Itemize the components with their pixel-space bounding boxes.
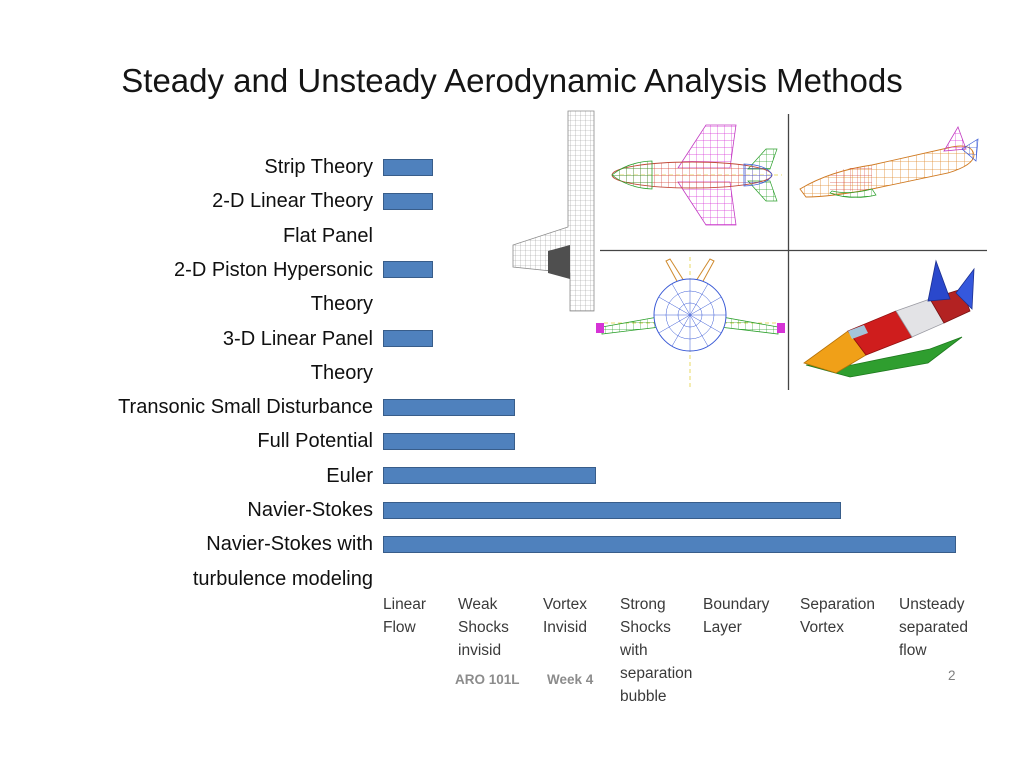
- method-label-line: Theory: [310, 361, 373, 384]
- x-axis-category: Boundary Layer: [703, 596, 770, 636]
- method-bar: [383, 192, 433, 210]
- aircraft-3d-view-image: [803, 259, 975, 378]
- aircraft-top-view-image: [611, 124, 782, 226]
- method-bar: [383, 535, 956, 553]
- method-label-line: Navier-Stokes: [247, 499, 373, 521]
- x-axis-category: Weak Shocks invisid: [458, 596, 509, 659]
- x-axis-category: Strong Shocks with separation bubble: [620, 596, 693, 705]
- x-axis: Linear Flow Weak Shocks invisid Vortex Inv…: [0, 593, 1024, 713]
- method-bar: [383, 432, 515, 450]
- slide-title: Steady and Unsteady Aerodynamic Analysis…: [121, 62, 903, 99]
- method-bar: [383, 501, 841, 519]
- method-label-line: 2-D Linear Theory: [212, 190, 373, 213]
- x-axis-category: Linear Flow: [383, 596, 427, 636]
- method-label-line: 3-D Linear Panel: [222, 327, 373, 350]
- aircraft-front-view-image: [596, 257, 785, 387]
- method-bar: [383, 261, 433, 279]
- x-axis-category: Separation Vortex: [800, 596, 875, 636]
- aircraft-mesh-panel: [512, 110, 987, 390]
- method-label-line: Strip Theory: [264, 156, 373, 178]
- method-bar: [383, 158, 433, 176]
- x-axis-category: Unsteady separated flow: [899, 596, 968, 659]
- method-label-line: 2-D Piston Hypersonic: [174, 258, 373, 281]
- footer-course: ARO 101L: [455, 672, 520, 687]
- method-bar: [383, 330, 433, 347]
- method-label-line: Theory: [310, 293, 373, 316]
- method-label-line: Full Potential: [257, 430, 373, 453]
- method-bar: [383, 467, 596, 485]
- method-label-line: Transonic Small Disturbance: [118, 396, 373, 419]
- method-label-line: Flat Panel: [282, 224, 373, 247]
- fighter-side-mesh-image: [512, 110, 595, 312]
- aircraft-side-view-image: [799, 126, 979, 198]
- method-label-line: turbulence modeling: [192, 567, 373, 590]
- method-bar: [383, 398, 515, 416]
- method-label-line: Navier-Stokes with: [206, 533, 373, 556]
- x-axis-category: Vortex Invisid: [543, 596, 587, 636]
- footer-week: Week 4: [547, 672, 594, 687]
- method-label-line: Euler: [326, 464, 373, 487]
- footer-page-number: 2: [948, 668, 956, 683]
